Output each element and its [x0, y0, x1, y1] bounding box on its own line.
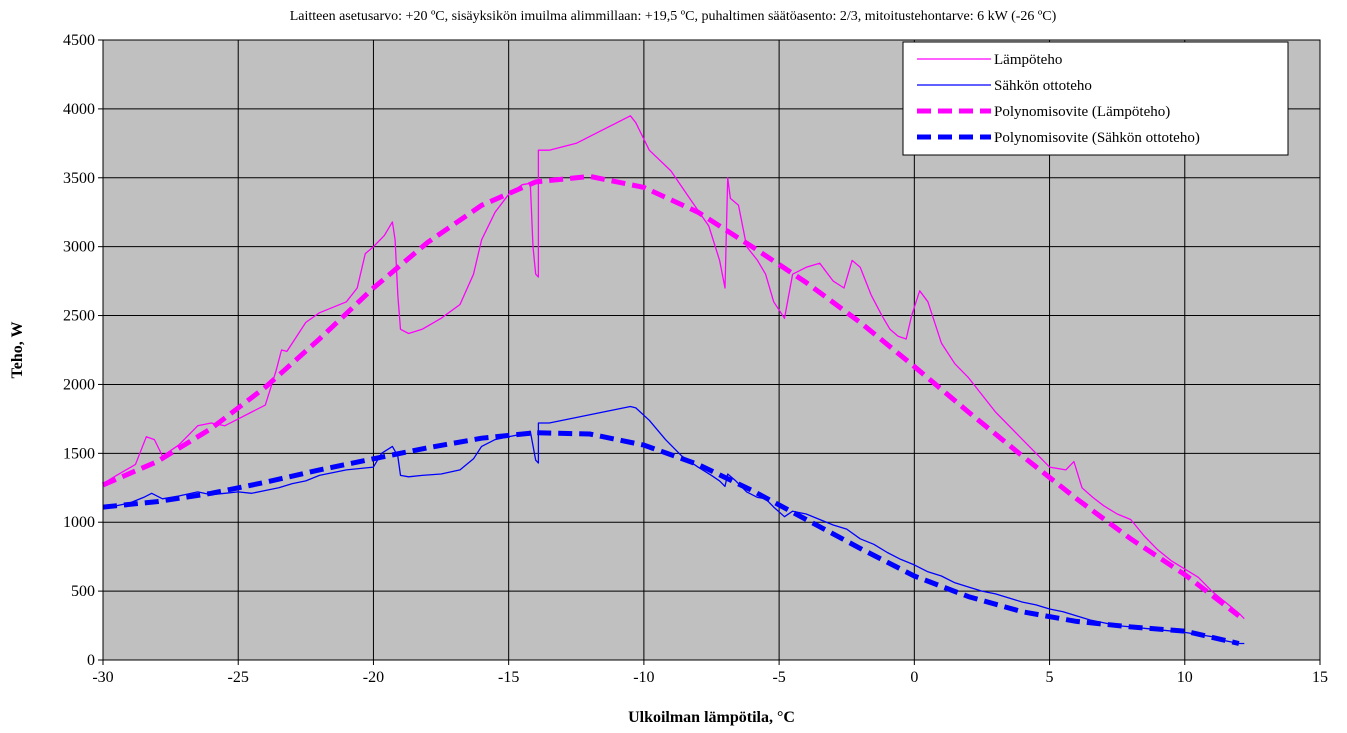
legend-label: Polynomisovite (Sähkön ottoteho) — [994, 130, 1200, 146]
axis-ticks: -30 -25 -20 -15 -10 -5 0 5 10 15 0 500 1000 1500 2000 2… — [63, 32, 1328, 686]
chart-subtitle: Laitteen asetusarvo: +20 ºC, sisäyksikön… — [290, 9, 1057, 24]
x-tick-label: 5 — [1046, 669, 1054, 686]
y-tick-label: 500 — [71, 583, 95, 600]
x-tick-label: -15 — [498, 669, 519, 686]
y-tick-label: 1000 — [63, 514, 95, 531]
y-tick-label: 2000 — [63, 376, 95, 393]
series-group — [102, 115, 1245, 646]
y-tick-label: 0 — [87, 652, 95, 669]
series-line-4 — [102, 430, 1240, 646]
legend: Lämpöteho Sähkön ottoteho Polynomisovite (… — [902, 41, 1289, 156]
x-tick-label: 10 — [1177, 669, 1193, 686]
series-line-1 — [102, 115, 1245, 620]
series-line-3 — [102, 173, 1241, 618]
legend-label: Sähkön ottoteho — [994, 78, 1092, 94]
plot-frame — [102, 39, 1321, 661]
y-tick-label: 4500 — [63, 32, 95, 49]
x-axis-title: Ulkoilman lämpötila, °C — [628, 709, 795, 726]
y-axis-title: Teho, W — [9, 322, 26, 379]
y-tick-label: 4000 — [63, 101, 95, 118]
legend-label: Polynomisovite (Lämpöteho) — [994, 104, 1170, 120]
y-tick-label: 2500 — [63, 308, 95, 325]
x-tick-label: -30 — [92, 669, 113, 686]
x-tick-label: 15 — [1312, 669, 1328, 686]
x-tick-label: -25 — [228, 669, 249, 686]
y-tick-label: 3500 — [63, 170, 95, 187]
y-tick-label: 1500 — [63, 445, 95, 462]
x-tick-label: -5 — [772, 669, 785, 686]
y-tick-label: 3000 — [63, 239, 95, 256]
x-tick-label: 0 — [910, 669, 918, 686]
series-line-2 — [102, 405, 1245, 645]
x-tick-label: -20 — [363, 669, 384, 686]
x-tick-label: -10 — [633, 669, 654, 686]
legend-label: Lämpöteho — [994, 52, 1062, 68]
